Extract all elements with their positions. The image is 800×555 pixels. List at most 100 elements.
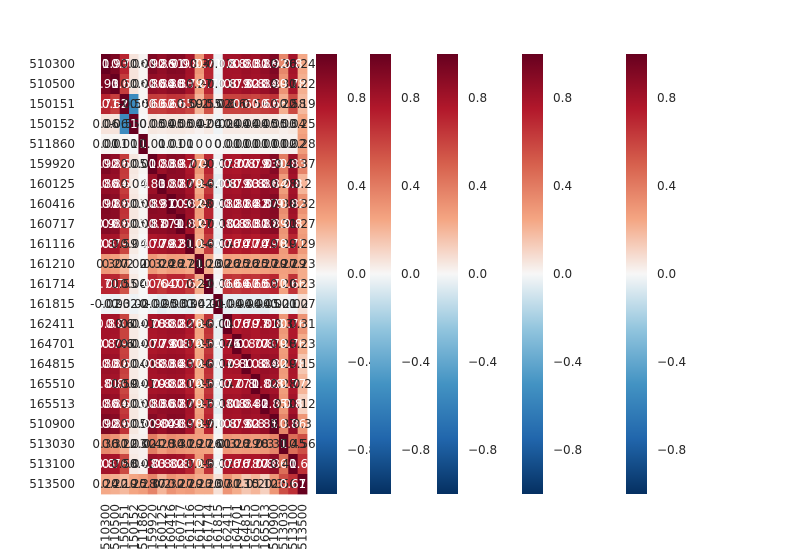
cell-annotation: 0.83 [139, 457, 166, 471]
heatmap-cell [288, 294, 299, 315]
cell-annotation: 0.63 [111, 157, 138, 171]
cell-annotation: 0.71 [177, 457, 204, 471]
heatmap-cell [232, 394, 242, 415]
heatmap-cell [101, 354, 111, 375]
heatmap-cell [101, 174, 111, 195]
colorbar-tick-label: −0.4 [401, 355, 430, 369]
heatmap-cell [278, 234, 289, 255]
cell-annotation: 0.87 [139, 217, 166, 231]
heatmap-cell [185, 474, 196, 495]
cell-annotation: 0.82 [280, 197, 307, 211]
cell-annotation: 0.88 [158, 77, 185, 91]
cell-annotation: 0.34 [158, 437, 185, 451]
colorbar-tick-label: −0.8 [401, 443, 430, 457]
heatmap-cell [101, 274, 111, 295]
cell-annotation: 0.89 [139, 197, 166, 211]
cell-annotation: 0.25 [186, 377, 213, 391]
cell-annotation: 0.28 [270, 177, 297, 191]
cell-annotation: 0.87 [158, 177, 185, 191]
x-tick-label: 511860 [136, 504, 150, 550]
cell-annotation: 0.84 [252, 357, 279, 371]
heatmap-cell [185, 54, 196, 75]
cell-annotation: 0.22 [289, 77, 316, 91]
cell-annotation: 0 [139, 277, 147, 291]
heatmap-cell [269, 374, 280, 395]
heatmap-cell [157, 174, 167, 195]
heatmap-cell [175, 294, 186, 315]
cell-annotation: 0.22 [270, 97, 297, 111]
heatmap-cell [260, 354, 270, 375]
cell-annotation: 0.4 [143, 437, 162, 451]
heatmap-cell [204, 374, 214, 395]
heatmap-cell [101, 334, 111, 355]
cell-annotation: 0.12 [252, 477, 279, 491]
heatmap-cell [250, 274, 261, 295]
cell-annotation: 0.77 [242, 337, 269, 351]
heatmap-cell [166, 374, 177, 395]
heatmap-cell [147, 174, 158, 195]
cell-annotation: 0.82 [242, 397, 269, 411]
heatmap-annotations: 10.930.710.060.010.920.860.910.90.80.30.… [90, 57, 316, 491]
colorbars: 0.8 0.4 0.0 −0.4 −0.8 0.8 0.4 0.0 −0.4 −0.8 0.8 0.4… [316, 54, 686, 494]
cell-annotation: 0.37 [270, 417, 297, 431]
cell-annotation: 0.28 [223, 437, 250, 451]
heatmap-cell [232, 234, 242, 255]
heatmap-cell [297, 294, 308, 315]
heatmap-cell [175, 354, 186, 375]
cell-annotation: 0.05 [120, 197, 147, 211]
cell-annotation: 0.9 [162, 417, 181, 431]
cell-annotation: 0.31 [167, 437, 194, 451]
colorbar-tick-label: −0.4 [347, 355, 376, 369]
cell-annotation: 0.79 [102, 237, 129, 251]
cell-annotation: 0.29 [289, 237, 316, 251]
cell-annotation: -0.02 [203, 57, 234, 71]
heatmap-cell [157, 434, 167, 455]
cell-annotation: 0.29 [177, 437, 204, 451]
cell-annotation: 0.05 [139, 117, 166, 131]
heatmap-cell [166, 294, 177, 315]
cell-annotation: 0.68 [195, 397, 222, 411]
cell-annotation: 0.78 [280, 77, 307, 91]
cell-annotation: 0.01 [139, 137, 166, 151]
cell-annotation: 0.81 [177, 217, 204, 231]
colorbar-tick-label: 0.0 [553, 267, 572, 281]
cell-annotation: 1 [298, 477, 306, 491]
cell-annotation: 0.32 [158, 477, 185, 491]
cell-annotation: 0 [158, 137, 166, 151]
cell-annotation: 0.79 [214, 357, 241, 371]
cell-annotation: 0.06 [120, 77, 147, 91]
heatmap-cell [138, 414, 149, 435]
heatmap-cell [288, 214, 299, 235]
x-tick-label: 150152 [127, 504, 141, 550]
cell-annotation: 0.6 [227, 97, 246, 111]
cell-annotation: 0.2 [190, 97, 209, 111]
heatmap-cell [194, 414, 205, 435]
heatmap-cell [138, 174, 149, 195]
heatmap-cell [204, 134, 214, 155]
cell-annotation: 0.05 [261, 117, 288, 131]
heatmap-cell [222, 54, 233, 75]
heatmap-cell [147, 454, 158, 475]
cell-annotation: 0.63 [111, 397, 138, 411]
cell-annotation: 0.29 [280, 257, 307, 271]
cell-annotation: -0.02 [203, 457, 234, 471]
cell-annotation: 0.8 [255, 457, 274, 471]
heatmap-cell [194, 194, 205, 215]
x-tick-label: 510900 [267, 504, 281, 550]
heatmap-cell [147, 294, 158, 315]
cell-annotation: 0.81 [214, 397, 241, 411]
heatmap-cell [129, 54, 139, 75]
cell-annotation: 0.27 [102, 257, 129, 271]
heatmap-cell [138, 314, 149, 335]
heatmap-cell [166, 414, 177, 435]
heatmap-cell [260, 374, 270, 395]
cell-annotation: 0.55 [195, 97, 222, 111]
heatmap-cell [213, 214, 224, 235]
cell-annotation: 0.04 [120, 237, 147, 251]
cell-annotation: 0.01 [111, 137, 138, 151]
y-tick-label: 162411 [29, 317, 75, 331]
cell-annotation: 0.82 [214, 197, 241, 211]
cell-annotation: 0.87 [167, 397, 194, 411]
cell-annotation: 0.87 [252, 217, 279, 231]
heatmap-cell [166, 274, 177, 295]
